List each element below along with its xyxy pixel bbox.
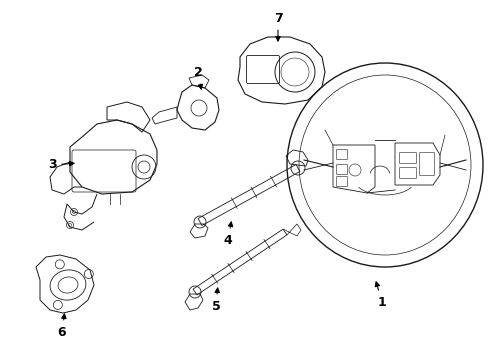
Text: 1: 1: [375, 282, 387, 309]
Text: 5: 5: [212, 288, 220, 312]
Text: 6: 6: [58, 314, 66, 338]
Text: 3: 3: [48, 158, 74, 171]
Text: 4: 4: [223, 222, 233, 247]
Text: 2: 2: [194, 66, 202, 89]
Text: 7: 7: [273, 12, 282, 41]
